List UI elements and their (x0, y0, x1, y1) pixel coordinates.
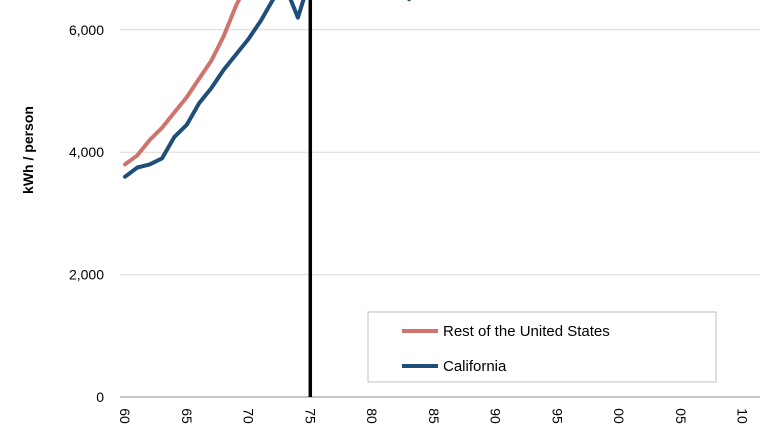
x-tick-label: 05 (673, 408, 689, 424)
legend-label-california: California (443, 358, 507, 375)
legend-box (367, 311, 717, 383)
x-axis-ticks: 60 65 70 75 80 85 90 95 00 05 10 (117, 408, 751, 424)
x-tick-label: 85 (426, 408, 442, 424)
x-tick-label: 75 (302, 408, 318, 424)
x-tick-label: 00 (611, 408, 627, 424)
series-line-california (123, 0, 411, 179)
legend: Rest of the United States California (367, 311, 717, 383)
series-lines (123, 0, 411, 179)
y-tick-label: 2,000 (69, 267, 104, 283)
y-tick-label: 0 (96, 389, 104, 405)
x-tick-label: 70 (241, 408, 257, 424)
x-tick-label: 65 (179, 408, 195, 424)
x-tick-label: 90 (488, 408, 504, 424)
y-axis-label: kWh / person (20, 106, 36, 194)
series-line-rest-of-us (123, 0, 242, 167)
x-tick-label: 95 (549, 408, 565, 424)
x-tick-label: 10 (735, 408, 751, 424)
gridlines (120, 29, 760, 276)
legend-label-rest-of-us: Rest of the United States (443, 323, 610, 340)
x-tick-label: 80 (364, 408, 380, 424)
y-tick-label: 4,000 (69, 144, 104, 160)
x-tick-label: 60 (117, 408, 133, 424)
y-tick-label: 6,000 (69, 22, 104, 38)
